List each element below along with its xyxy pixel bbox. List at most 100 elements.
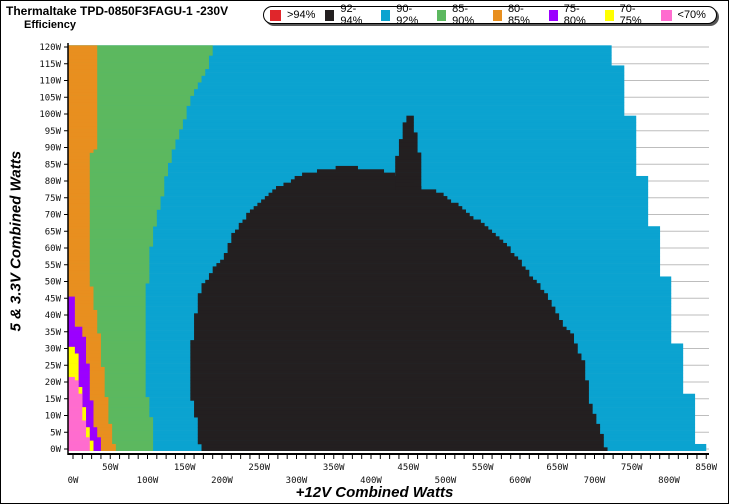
heatmap-row [68,430,87,435]
heatmap-row [406,115,414,120]
x-tick-label: 350W [323,463,345,473]
heatmap-row [194,403,593,408]
heatmap-row [68,309,98,314]
heatmap-row [194,413,597,418]
heatmap-row [68,330,146,334]
heatmap-row [242,219,481,224]
heatmap-row [68,202,161,207]
heatmap-row [190,370,586,374]
x-tick-label: 750W [621,463,643,473]
legend-label: >94% [287,9,316,21]
x-tick-label: 700W [584,476,606,486]
heatmap-row [68,92,98,96]
heatmap-row [395,186,422,190]
heatmap-row [68,326,146,331]
heatmap-row [68,125,637,130]
heatmap-row [68,353,146,358]
legend-swatch [325,9,335,21]
heatmap-row [68,259,90,264]
heatmap-row [68,159,637,163]
heatmap-row [68,88,98,93]
x-tick-label: 550W [472,463,494,473]
heatmap-row [68,98,625,103]
heatmap-row [68,209,90,214]
heatmap-row [68,376,146,381]
heatmap-row [68,387,146,391]
x-tick-labels: 0W 50W 100W 150W 200W 250W 300W 350W 400W 450W 500… [68,463,718,486]
heatmap-row [290,179,411,183]
heatmap-row [68,343,87,348]
legend-swatch [270,9,281,21]
heatmap-row [68,108,187,113]
heatmap-row [68,72,625,76]
heatmap-row [68,293,94,297]
heatmap-row [235,229,493,234]
heatmap-row [68,75,98,80]
legend-item: >94% [270,9,319,21]
heatmap-row [197,417,597,421]
heatmap-row [68,135,180,140]
heatmap-row [68,58,209,63]
x-tick-label: 100W [137,476,159,486]
legend-item: 92-94% [325,3,375,27]
heatmap-row [68,313,98,317]
heatmap-row [68,376,75,381]
heatmap-row [68,155,90,160]
heatmap-row [68,340,146,344]
heatmap-row [68,122,183,127]
heatmap-row [68,273,150,277]
legend-swatch [604,9,614,21]
heatmap-row [402,135,418,140]
heatmap-row [68,276,150,281]
heatmap-row [68,410,83,415]
heatmap-row [68,346,87,351]
heatmap-row [68,102,191,106]
heatmap-row [208,276,534,281]
heatmap-row [190,380,589,384]
heatmap-row [68,303,75,307]
y-tick-label: 65W [45,227,62,237]
heatmap-row [68,172,90,177]
heatmap-row [68,366,90,371]
heatmap-row [68,58,98,63]
heatmap-row [68,88,625,93]
heatmap-row [68,316,146,321]
heatmap-row [197,423,601,428]
heatmap-row [205,279,537,284]
region-92-94- [395,115,422,190]
heatmap-row [194,407,593,411]
heatmap-row [68,353,79,358]
heatmap-row [68,293,146,297]
heatmap-row [201,447,608,451]
heatmap-row [68,313,75,317]
legend-label: <70% [677,9,706,21]
legend: >94% 92-94% 90-92% 85-90% 80-85% 75-80% 70-75%… [263,3,717,27]
y-tick-label: 90W [45,144,62,154]
heatmap-row [190,397,589,401]
heatmap-row [68,55,98,60]
heatmap-row [68,393,83,398]
heatmap-row [190,393,589,398]
y-tick-label: 50W [45,278,62,288]
heatmap-row [68,219,157,224]
heatmap-row [68,162,637,167]
heatmap-row [68,242,154,247]
heatmap-row [68,333,146,338]
heatmap-row [68,229,90,234]
heatmap-row [68,209,157,214]
heatmap-row [68,380,79,384]
heatmap-row [68,249,150,254]
heatmap-row [68,119,98,123]
heatmap-row [197,427,601,431]
y-tick-label: 60W [45,244,62,254]
heatmap-row [197,420,597,425]
y-tick-label: 40W [45,311,62,321]
heatmap-row [68,159,172,163]
region--70- [68,376,90,451]
legend-swatch [548,9,558,21]
y-tick-label: 105W [39,93,61,103]
heatmap-row [68,443,90,448]
heatmap-row [395,162,422,167]
heatmap-row [68,380,90,384]
